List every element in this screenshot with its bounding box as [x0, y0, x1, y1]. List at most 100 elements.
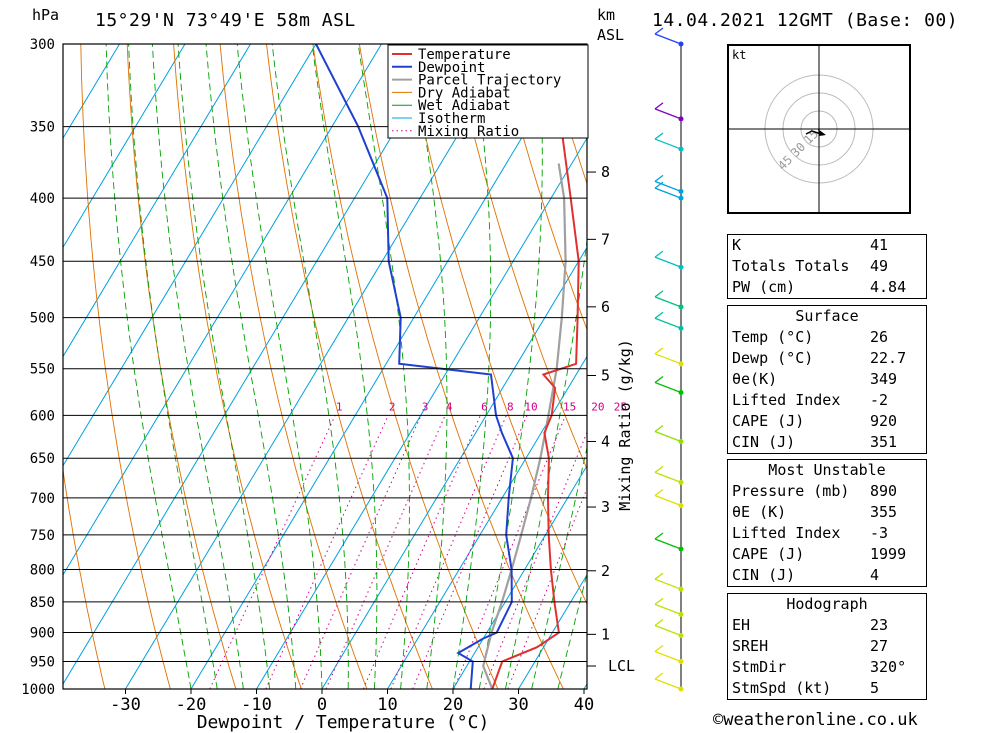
- pressure-tick-label: 650: [30, 451, 55, 467]
- pressure-unit-label: hPa: [32, 6, 60, 24]
- wind-barb-flag: [654, 376, 664, 384]
- mixing-ratio-line: [483, 430, 587, 689]
- wind-barb-flag: [654, 27, 664, 35]
- wet-adiabat-line: [357, 44, 410, 689]
- table-row: K 41: [728, 235, 926, 256]
- pressure-tick-label: 350: [30, 120, 55, 136]
- dry-adiabat-line: [498, 44, 587, 331]
- wind-barb-flag: [654, 597, 664, 605]
- x-tick-label: 40: [574, 695, 594, 715]
- wind-barb: [654, 180, 682, 192]
- isotherm-line: [518, 573, 587, 689]
- storm-motion-icon: [818, 129, 826, 136]
- table-row: θE (K) 355: [728, 502, 926, 523]
- row-value: 41: [870, 236, 889, 254]
- row-value: 320°: [870, 658, 907, 676]
- row-value: 890: [870, 482, 898, 500]
- height-tick-label: 7: [601, 230, 610, 248]
- mixing-ratio-label: 20: [591, 400, 604, 413]
- wind-level-dot: [678, 195, 684, 201]
- row-value: 4: [870, 566, 880, 584]
- mixing-ratio-label: 1: [336, 400, 343, 413]
- x-tick-label: -20: [176, 695, 207, 715]
- wind-barb: [654, 494, 682, 507]
- wind-level-dot: [678, 361, 684, 367]
- wet-adiabat-line: [452, 44, 492, 689]
- dry-adiabat-line: [963, 44, 1000, 689]
- mixing-ratio-line: [300, 415, 422, 689]
- height-unit-label: km: [597, 6, 616, 24]
- wind-level-dot: [678, 546, 684, 552]
- surface-table: Surface Temp (°C) 26 Dewp (°C) 22.7 θe(K) 3…: [727, 305, 927, 454]
- pressure-tick-label: 300: [30, 37, 55, 53]
- table-row: CAPE (J) 1999: [728, 544, 926, 565]
- x-tick-label: -10: [241, 695, 272, 715]
- wind-barb: [654, 296, 682, 308]
- mixing-ratio-label: 6: [481, 400, 488, 413]
- wind-barb: [654, 353, 682, 365]
- table-row: CIN (J) 351: [728, 432, 926, 453]
- wind-level-dot: [678, 390, 684, 396]
- wind-barb: [654, 256, 682, 268]
- row-label: Lifted Index: [732, 391, 841, 409]
- dry-adiabat-line: [219, 44, 368, 689]
- isotherm-line: [63, 44, 382, 576]
- wind-barb: [654, 187, 682, 199]
- wind-level-dot: [678, 686, 684, 692]
- hodograph-table: Hodograph EH 23 SREH 27 StmDir 320° StmSpd …: [727, 593, 927, 700]
- table-title: Hodograph: [786, 595, 868, 613]
- isotherm-line: [125, 44, 513, 689]
- pressure-tick-label: 600: [30, 408, 55, 424]
- plot-frame: [62, 43, 588, 690]
- row-label: K: [732, 236, 742, 254]
- pressure-tick-label: 800: [30, 562, 55, 578]
- legend-box: [387, 44, 589, 139]
- dry-adiabat-line: [63, 466, 106, 689]
- wind-barb: [654, 603, 682, 616]
- wind-barb-flag: [654, 645, 664, 653]
- wind-barb: [654, 538, 682, 550]
- wind-level-dot: [678, 586, 684, 592]
- wind-barb: [654, 430, 682, 443]
- row-value: -2: [870, 391, 889, 409]
- height-tick-label: 1: [601, 625, 610, 643]
- wind-level-dot: [678, 41, 684, 47]
- wind-barb: [654, 381, 682, 394]
- wind-level-dot: [678, 146, 684, 152]
- pressure-tick-label: 700: [30, 491, 55, 507]
- table-row: StmDir 320°: [728, 657, 926, 678]
- legend-label: Parcel Trajectory: [418, 73, 561, 89]
- wind-level-dot: [678, 503, 684, 509]
- height-tick-label: 4: [601, 432, 610, 450]
- height-tick-label: 3: [601, 498, 610, 516]
- wind-level-dot: [678, 325, 684, 331]
- table-row: SREH 27: [728, 636, 926, 657]
- isotherm-line: [63, 44, 448, 685]
- wind-barb-flag: [654, 532, 664, 540]
- row-label: Totals Totals: [732, 257, 850, 275]
- most-unstable-table: Most Unstable Pressure (mb) 890 θE (K) 355…: [727, 459, 927, 587]
- wind-barb-flag: [654, 465, 664, 473]
- wet-adiabat-line: [205, 44, 297, 689]
- table-row: CAPE (J) 920: [728, 411, 926, 432]
- dry-adiabat-line: [266, 44, 433, 689]
- wet-adiabat-line: [128, 44, 218, 689]
- row-label: Lifted Index: [732, 524, 841, 542]
- legend-label: Temperature: [418, 47, 511, 63]
- wind-barb: [654, 650, 682, 663]
- dry-adiabat-line: [80, 44, 171, 689]
- table-row: StmSpd (kt) 5: [728, 678, 926, 699]
- dry-adiabat-line: [358, 44, 564, 689]
- x-tick-label: 30: [508, 695, 528, 715]
- row-value: 1999: [870, 545, 907, 563]
- wind-barb-flag: [654, 347, 664, 355]
- height-tick-label: 2: [601, 562, 610, 580]
- wind-level-dot: [678, 633, 684, 639]
- row-label: EH: [732, 616, 751, 634]
- row-label: StmDir: [732, 658, 787, 676]
- wind-barb-flag: [654, 250, 664, 258]
- wind-barb-flag: [654, 424, 664, 432]
- legend-label: Isotherm: [418, 111, 485, 127]
- row-label: SREH: [732, 637, 769, 655]
